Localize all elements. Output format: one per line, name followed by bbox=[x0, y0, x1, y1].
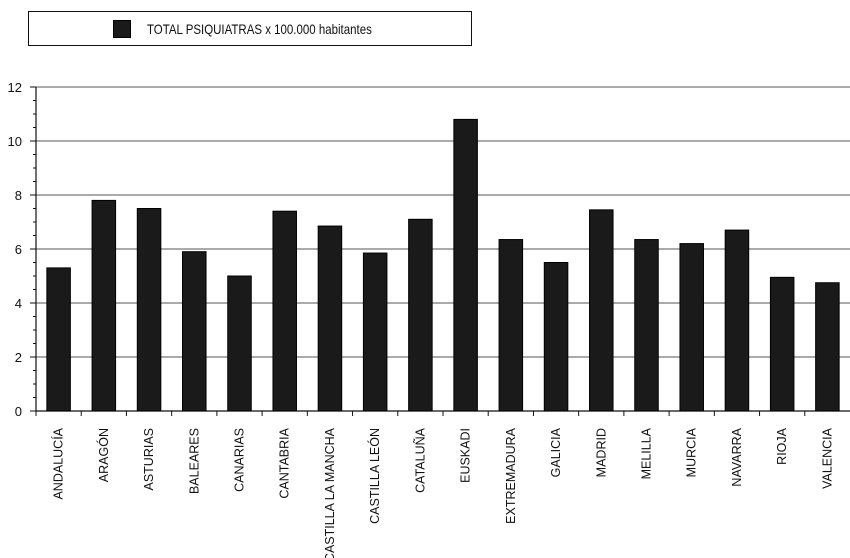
bar bbox=[408, 218, 433, 412]
y-tick-label: 4 bbox=[15, 296, 22, 311]
category-label: VALENCIA bbox=[820, 427, 834, 489]
bar bbox=[272, 210, 297, 412]
category-label: MADRID bbox=[594, 428, 608, 477]
legend: TOTAL PSIQUIATRAS x 100.000 habitantes bbox=[28, 11, 472, 46]
category-label: MURCIA bbox=[685, 427, 699, 477]
legend-swatch bbox=[113, 20, 131, 38]
bar bbox=[634, 239, 659, 412]
category-label: ARAGÓN bbox=[96, 428, 111, 482]
bar bbox=[498, 239, 524, 412]
category-label: MELILLA bbox=[640, 427, 654, 479]
category-label: GALICIA bbox=[549, 427, 563, 477]
category-label: CANTABRIA bbox=[278, 427, 292, 498]
category-label: ANDALUCÍA bbox=[51, 427, 66, 499]
legend-label: TOTAL PSIQUIATRAS x 100.000 habitantes bbox=[147, 21, 372, 37]
bar bbox=[136, 208, 162, 412]
category-label: CASTILLA LEÓN bbox=[367, 428, 382, 524]
y-tick-label: 2 bbox=[15, 350, 22, 365]
category-label: BALEARES bbox=[187, 428, 201, 494]
category-label: RIOJA bbox=[775, 427, 789, 464]
bar bbox=[589, 209, 614, 412]
bar bbox=[227, 275, 252, 412]
bar bbox=[317, 225, 343, 412]
bar bbox=[769, 276, 795, 412]
category-label: EUSKADI bbox=[459, 428, 473, 483]
category-label: CATALUÑA bbox=[413, 427, 427, 492]
y-tick-label: 8 bbox=[15, 188, 22, 203]
category-label: ASTURIAS bbox=[142, 428, 156, 491]
category-label: NAVARRA bbox=[730, 427, 744, 486]
bar bbox=[543, 262, 569, 412]
category-label: CASTILLA LA MANCHA bbox=[323, 427, 337, 558]
bar bbox=[182, 251, 207, 412]
bar bbox=[453, 118, 478, 412]
category-label: CANARIAS bbox=[233, 428, 247, 492]
bar bbox=[362, 252, 388, 412]
bar bbox=[724, 229, 750, 412]
category-label: EXTREMADURA bbox=[504, 427, 518, 524]
y-tick-label: 10 bbox=[8, 134, 22, 149]
bar bbox=[91, 199, 117, 412]
y-tick-label: 0 bbox=[15, 404, 22, 419]
y-tick-label: 6 bbox=[15, 242, 22, 257]
bar bbox=[679, 243, 704, 412]
bar bbox=[815, 282, 840, 412]
y-tick-label: 12 bbox=[8, 80, 22, 95]
bar bbox=[46, 267, 71, 412]
